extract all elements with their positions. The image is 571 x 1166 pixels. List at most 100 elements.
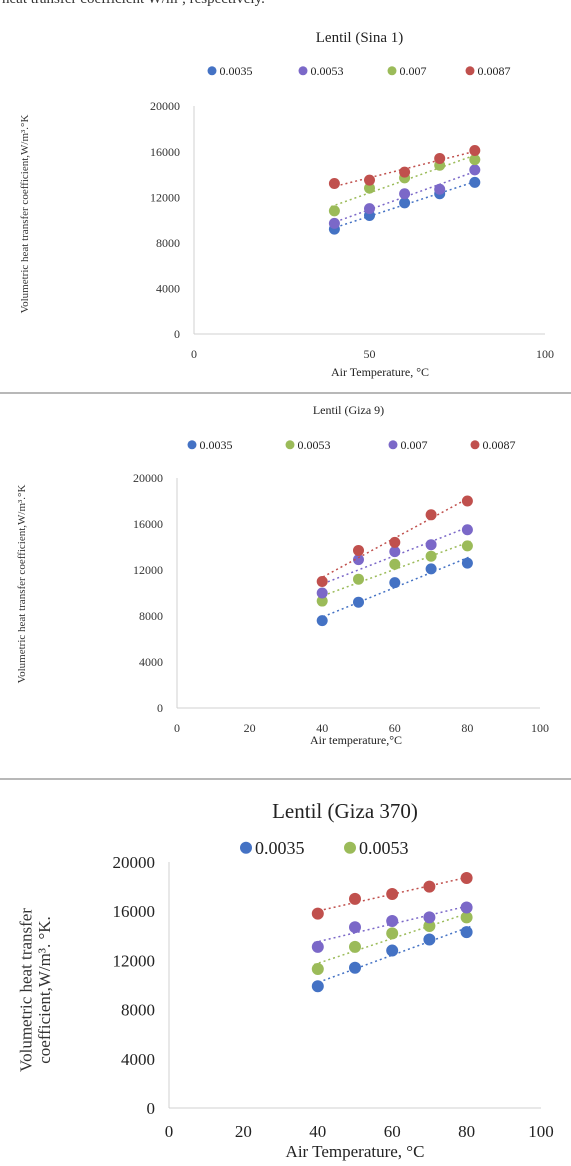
y-tick-label: 0 xyxy=(174,327,180,341)
data-point xyxy=(425,509,437,521)
legend-marker xyxy=(344,841,356,854)
trend-line-0.0053 xyxy=(330,169,479,225)
data-point xyxy=(399,166,411,178)
y-tick-label: 12000 xyxy=(113,951,156,970)
legend-label: 0.0087 xyxy=(483,438,516,452)
legend-marker xyxy=(298,66,308,76)
x-tick-label: 40 xyxy=(316,721,328,735)
legend-marker xyxy=(207,66,217,76)
data-point xyxy=(328,178,340,190)
x-tick-label: 80 xyxy=(461,721,473,735)
data-point xyxy=(364,174,375,186)
data-point xyxy=(353,544,364,556)
data-point xyxy=(349,940,361,953)
y-axis-label-line: Volumetric heat transfer xyxy=(17,908,36,1072)
y-axis-label: Volumetric heat transfercoefficient,W/m³… xyxy=(17,908,55,1072)
legend-marker xyxy=(465,66,475,76)
data-point xyxy=(399,188,411,200)
legend-label: 0.0035 xyxy=(255,838,305,858)
x-tick-label: 60 xyxy=(384,1122,401,1141)
data-point xyxy=(386,927,399,940)
data-point xyxy=(353,596,364,608)
legend-marker xyxy=(387,66,397,76)
data-point xyxy=(469,164,481,176)
y-tick-label: 12000 xyxy=(133,563,163,577)
data-point xyxy=(353,573,364,585)
data-point xyxy=(311,963,324,976)
chart-panel-sina-1: Lentil (Sina 1) 0 4000 8000 12000 16000 20000 0… xyxy=(0,14,571,392)
data-point xyxy=(434,152,446,164)
x-tick-label: 60 xyxy=(389,721,401,735)
data-point xyxy=(349,961,361,974)
legend-label: 0.0035 xyxy=(220,64,253,78)
data-point xyxy=(389,577,401,589)
data-point xyxy=(328,217,340,229)
data-point xyxy=(316,615,328,627)
data-point xyxy=(434,183,446,195)
x-tick-label: 100 xyxy=(536,347,554,361)
data-point xyxy=(389,536,401,548)
data-point xyxy=(386,915,399,928)
legend-marker xyxy=(240,841,252,854)
panel-divider xyxy=(0,392,571,394)
y-tick-label: 20000 xyxy=(113,853,156,872)
x-tick-label: 100 xyxy=(528,1122,554,1141)
data-point xyxy=(423,919,436,932)
data-point xyxy=(364,182,375,194)
data-point xyxy=(311,980,324,993)
legend-label: 0.0053 xyxy=(298,438,331,452)
x-tick-label: 0 xyxy=(191,347,197,361)
data-point xyxy=(461,524,473,536)
chart-title: Lentil (Giza 370) xyxy=(272,799,418,823)
legend-marker xyxy=(187,440,197,450)
data-point xyxy=(389,558,401,570)
y-tick-label: 16000 xyxy=(150,145,180,159)
data-point xyxy=(386,887,399,900)
x-axis-label: Air Temperature, °C xyxy=(331,365,429,379)
data-point xyxy=(399,197,411,209)
chart-giza-370: Lentil (Giza 370) 0 4000 8000 12000 16000 2000… xyxy=(17,799,554,1161)
x-tick-label: 40 xyxy=(309,1122,326,1141)
data-point xyxy=(316,595,328,607)
y-tick-label: 20000 xyxy=(133,471,163,485)
panel-divider xyxy=(0,778,571,780)
data-point xyxy=(423,880,436,893)
y-tick-label: 0 xyxy=(147,1099,156,1118)
legend-label: 0.007 xyxy=(400,64,427,78)
legend-marker xyxy=(470,440,480,450)
y-tick-label: 16000 xyxy=(113,902,156,921)
data-point xyxy=(349,892,361,905)
data-point xyxy=(311,907,324,920)
y-tick-label: 20000 xyxy=(150,99,180,113)
chart-title: Lentil (Sina 1) xyxy=(316,30,403,46)
data-point xyxy=(461,540,473,552)
data-point xyxy=(461,557,473,569)
data-point xyxy=(460,901,473,914)
data-point xyxy=(425,539,437,551)
data-point xyxy=(353,554,364,566)
x-tick-label: 50 xyxy=(364,347,376,361)
chart-panel-giza-370: Lentil (Giza 370) 0 4000 8000 12000 16000 2000… xyxy=(0,780,571,1166)
y-tick-label: 12000 xyxy=(150,190,180,204)
legend-marker xyxy=(285,440,295,450)
y-tick-label: 8000 xyxy=(156,236,180,250)
data-point xyxy=(425,563,437,575)
trend-line-0.007 xyxy=(330,153,479,208)
y-axis-label: Volumetric heat transfer coefficient,W/m… xyxy=(19,115,31,314)
x-tick-label: 80 xyxy=(458,1122,475,1141)
y-tick-label: 16000 xyxy=(133,517,163,531)
y-tick-label: 8000 xyxy=(139,609,163,623)
chart-panel-giza-9: Lentil (Giza 9) 0 4000 8000 12000 16000 20000 0… xyxy=(0,394,571,778)
chart-title: Lentil (Giza 9) xyxy=(313,403,384,417)
y-tick-label: 4000 xyxy=(156,282,180,296)
x-tick-label: 0 xyxy=(174,721,180,735)
x-tick-label: 20 xyxy=(244,721,256,735)
data-point xyxy=(469,176,481,188)
legend-marker xyxy=(388,440,398,450)
x-axis-label: Air Temperature, °C xyxy=(286,1142,425,1161)
y-tick-label: 4000 xyxy=(121,1050,155,1069)
x-tick-label: 20 xyxy=(235,1122,252,1141)
y-tick-label: 0 xyxy=(157,701,163,715)
y-tick-label: 8000 xyxy=(121,1001,155,1020)
y-tick-label: 4000 xyxy=(139,655,163,669)
